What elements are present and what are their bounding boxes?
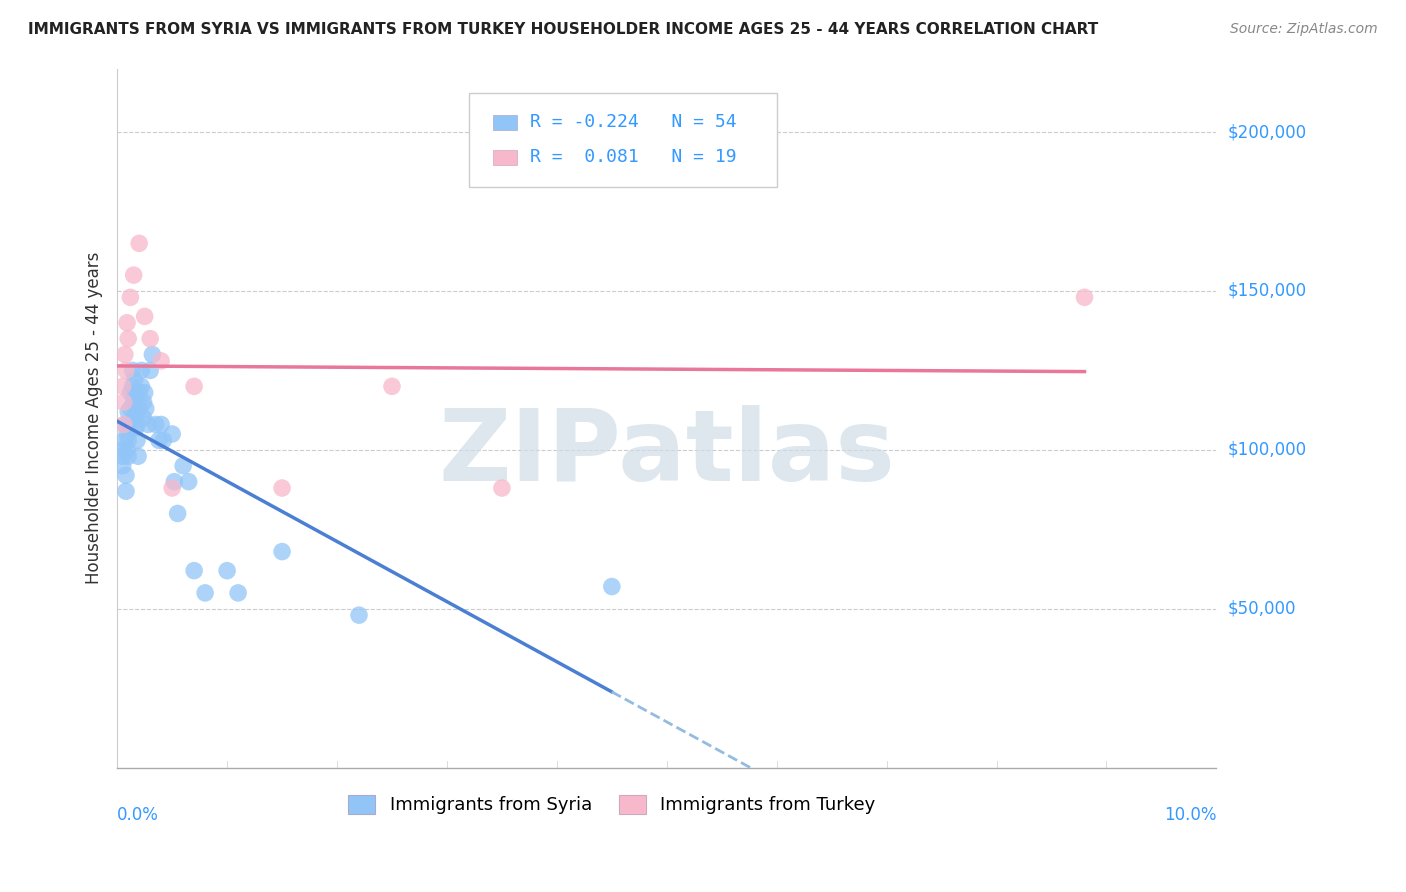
Point [131,379,153,393]
Point [271,544,294,558]
Point [120,290,142,304]
Point [271,481,294,495]
Point [114,434,136,448]
Point [128,385,150,400]
Bar [494,150,517,165]
Point [128,401,150,416]
Point [122,411,145,425]
Point [115,427,138,442]
Point [117,434,139,448]
Text: $150,000: $150,000 [1227,282,1306,300]
Point [347,608,370,623]
Point [125,420,148,434]
Point [194,586,217,600]
Point [124,373,146,387]
Point [117,449,139,463]
Point [150,354,173,368]
Point [117,405,139,419]
Point [117,332,139,346]
Point [127,449,149,463]
Point [121,363,143,377]
Point [115,316,138,330]
Point [491,481,513,495]
Point [166,507,188,521]
Point [111,458,134,473]
Point [125,434,148,448]
Point [1073,290,1095,304]
Point [139,363,162,377]
Text: 10.0%: 10.0% [1164,806,1216,824]
Point [183,379,205,393]
Point [136,417,159,432]
Point [163,475,186,489]
Text: R =  0.081   N = 19: R = 0.081 N = 19 [530,148,737,166]
Y-axis label: Householder Income Ages 25 - 44 years: Householder Income Ages 25 - 44 years [86,252,103,584]
Point [121,379,143,393]
Text: IMMIGRANTS FROM SYRIA VS IMMIGRANTS FROM TURKEY HOUSEHOLDER INCOME AGES 25 - 44 : IMMIGRANTS FROM SYRIA VS IMMIGRANTS FROM… [28,22,1098,37]
Point [122,395,145,409]
Point [172,458,194,473]
Point [183,564,205,578]
Point [125,417,148,432]
Text: R = -0.224   N = 54: R = -0.224 N = 54 [530,113,737,131]
Point [141,347,163,361]
Point [132,411,155,425]
Point [125,405,148,419]
Text: 0.0%: 0.0% [117,806,159,824]
Text: $200,000: $200,000 [1227,123,1306,141]
Point [217,564,239,578]
Text: $50,000: $50,000 [1227,599,1296,618]
Point [128,236,150,251]
Point [112,417,135,432]
Point [381,379,404,393]
Point [122,268,145,282]
Point [115,468,138,483]
Point [600,580,623,594]
Point [111,442,134,457]
Text: ZIPatlas: ZIPatlas [439,405,896,501]
Point [112,395,135,409]
Text: $100,000: $100,000 [1227,441,1306,458]
Point [160,427,183,442]
Point [139,332,162,346]
Point [134,310,156,324]
Bar [494,115,517,130]
Point [114,417,136,432]
FancyBboxPatch shape [470,93,776,187]
Point [145,417,167,432]
Point [117,417,139,432]
Legend: Immigrants from Syria, Immigrants from Turkey: Immigrants from Syria, Immigrants from T… [340,788,883,822]
Point [111,379,134,393]
Point [111,449,134,463]
Point [160,481,183,495]
Point [120,401,142,416]
Point [132,395,155,409]
Point [114,347,136,361]
Point [152,434,174,448]
Point [120,385,142,400]
Point [115,484,138,499]
Point [115,363,138,377]
Point [120,417,142,432]
Point [150,417,173,432]
Point [115,442,138,457]
Text: Source: ZipAtlas.com: Source: ZipAtlas.com [1230,22,1378,37]
Point [134,385,156,400]
Point [124,389,146,403]
Point [135,401,157,416]
Point [226,586,249,600]
Point [148,434,170,448]
Point [177,475,200,489]
Point [131,363,153,377]
